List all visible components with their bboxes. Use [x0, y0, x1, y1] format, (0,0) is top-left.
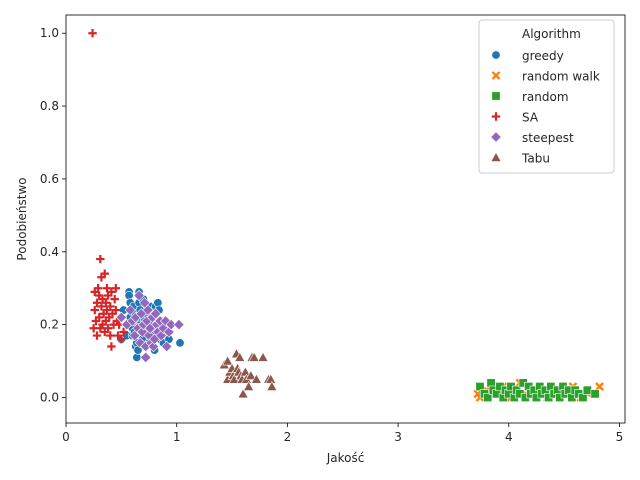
data-point — [88, 29, 97, 38]
data-point — [95, 313, 104, 322]
legend-label: SA — [522, 111, 539, 125]
points-layer — [88, 29, 604, 402]
legend-marker-greedy — [491, 50, 501, 60]
data-point — [173, 318, 185, 331]
x-tick-label: 4 — [505, 430, 513, 444]
legend-marker-random — [491, 91, 501, 101]
ticks-layer: 0 1 2 3 4 5 0.0 0.2 0.4 0.6 0.8 1.0 — [40, 26, 623, 444]
data-point — [149, 308, 162, 320]
legend-marker-random-walk — [491, 71, 501, 80]
data-point — [222, 355, 234, 366]
y-axis-label: Podobieństwo — [15, 177, 29, 260]
y-tick-label: 0.4 — [40, 245, 59, 259]
y-tick-label: 0.8 — [40, 99, 59, 113]
series-random — [475, 378, 600, 402]
data-point — [483, 392, 493, 402]
data-point — [100, 269, 109, 278]
x-tick-label: 5 — [616, 430, 624, 444]
data-point — [124, 304, 136, 316]
data-point — [92, 331, 102, 340]
y-tick-label: 0.2 — [40, 318, 59, 332]
x-tick-label: 3 — [394, 430, 402, 444]
data-point — [92, 298, 102, 307]
data-point — [117, 335, 126, 344]
series-tabu — [218, 348, 278, 399]
data-point — [175, 338, 185, 348]
data-point — [595, 382, 604, 391]
legend-marker-tabu — [490, 151, 502, 162]
y-tick-label: 0.6 — [40, 172, 59, 186]
data-point — [93, 284, 103, 293]
data-point — [234, 351, 246, 362]
legend-title: Algorithm — [522, 27, 581, 41]
data-point — [243, 380, 255, 391]
data-point — [97, 302, 106, 311]
legend: Algorithm greedy random walk random SA steep… — [478, 19, 615, 174]
series-steepest — [115, 289, 185, 364]
data-point — [106, 302, 115, 311]
x-tick-label: 2 — [284, 430, 292, 444]
data-point — [101, 298, 111, 307]
legend-label: random walk — [522, 70, 600, 84]
data-point — [582, 385, 592, 395]
legend-label: random — [522, 90, 569, 104]
data-point — [107, 342, 116, 351]
axes-frame — [65, 14, 626, 424]
data-point — [96, 254, 105, 264]
data-point — [133, 289, 145, 302]
data-point — [115, 311, 128, 324]
data-point — [266, 380, 278, 391]
data-point — [102, 284, 112, 293]
legend-label: steepest — [522, 131, 574, 145]
plot-frame — [65, 14, 626, 424]
legend-marker-sa — [491, 112, 501, 121]
data-point — [103, 324, 113, 333]
legend-box — [478, 19, 615, 174]
data-point — [245, 369, 257, 380]
data-point — [161, 340, 173, 353]
data-point — [237, 388, 249, 399]
legend-label: greedy — [522, 49, 564, 63]
data-point — [106, 331, 115, 340]
legend-items: greedy random walk random SA steepest Tabu — [490, 49, 600, 166]
x-tick-label: 0 — [62, 430, 70, 444]
data-point — [111, 305, 121, 315]
data-point — [248, 351, 260, 362]
data-point — [110, 294, 119, 304]
legend-marker-steepest — [490, 131, 502, 143]
series-sa — [88, 29, 128, 351]
y-tick-label: 0.0 — [40, 391, 59, 405]
data-point — [111, 284, 121, 293]
data-point — [250, 373, 262, 384]
data-point — [165, 318, 177, 331]
x-axis-label: Jakość — [326, 451, 365, 465]
data-point — [590, 389, 600, 399]
data-point — [147, 340, 160, 353]
y-tick-label: 1.0 — [40, 26, 59, 40]
x-tick-label: 1 — [173, 430, 181, 444]
data-point — [119, 327, 128, 337]
data-point — [90, 305, 99, 315]
data-point — [142, 304, 154, 316]
data-point — [107, 287, 116, 297]
legend-label: Tabu — [521, 152, 550, 166]
data-point — [257, 351, 269, 362]
data-point — [140, 351, 152, 364]
